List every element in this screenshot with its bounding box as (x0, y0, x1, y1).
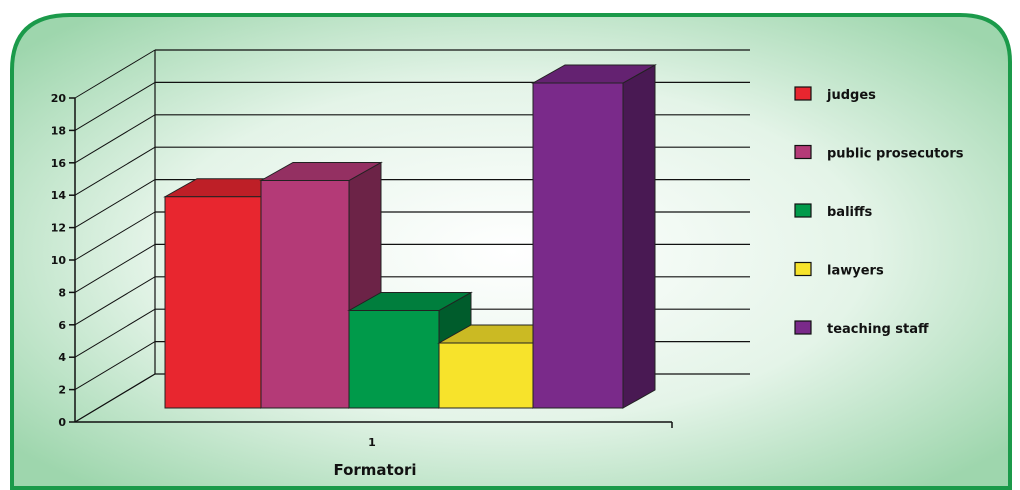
y-tick-label: 0 (58, 416, 66, 429)
gridline-diagonal (74, 49, 156, 99)
gridline-diagonal (74, 81, 156, 131)
legend-swatch (794, 320, 812, 335)
legend-item: baliffs (794, 203, 873, 220)
floor-edge (74, 373, 156, 423)
y-tick-label: 8 (58, 286, 66, 299)
gridline-diagonal (74, 341, 156, 391)
gridline-diagonal (74, 179, 156, 229)
bar-front (532, 82, 624, 409)
legend-swatch (794, 261, 812, 277)
bar-front (260, 180, 350, 409)
legend-label: baliffs (827, 205, 873, 220)
legend-label: teaching staff (827, 322, 929, 337)
legend-item: public prosecutors (794, 144, 964, 162)
y-tick-label: 16 (51, 157, 67, 170)
gridline-diagonal (74, 114, 156, 164)
bar-teaching-staff (531, 64, 657, 409)
x-tick-label: 1 (368, 436, 376, 449)
y-tick-label: 20 (51, 92, 67, 105)
gridline-diagonal (74, 276, 156, 326)
y-tick-label: 4 (58, 351, 66, 364)
chart-background (10, 13, 1012, 490)
bar-front (438, 342, 534, 409)
bar-front (164, 196, 262, 409)
legend-swatch (794, 144, 812, 160)
x-axis-title: Formatori (333, 461, 416, 479)
y-tick-label: 18 (51, 124, 66, 137)
legend-label: public prosecutors (827, 147, 964, 162)
legend-item: lawyers (794, 261, 884, 279)
legend-swatch (794, 203, 812, 218)
gridline-diagonal (74, 211, 156, 261)
y-tick-label: 2 (58, 384, 66, 397)
y-tick-label: 12 (51, 222, 66, 235)
legend-item: teaching staff (794, 320, 929, 337)
y-tick-label: 14 (51, 189, 67, 202)
legend-swatch (794, 86, 812, 101)
legend: judges public prosecutors baliffs lawyers te… (794, 86, 964, 337)
legend-label: lawyers (827, 264, 884, 279)
bar-front (348, 310, 440, 409)
legend-item: judges (794, 86, 876, 103)
bars (163, 64, 657, 409)
gridline-diagonal (74, 146, 156, 196)
bar-side (622, 64, 656, 409)
gridline-diagonal (74, 308, 156, 358)
y-tick-label: 6 (58, 319, 66, 332)
legend-label: judges (826, 88, 876, 103)
axes: 0 2 4 6 8 10 12 14 16 18 20 (51, 50, 673, 429)
y-tick-label: 10 (51, 254, 67, 267)
gridline-diagonal (74, 243, 156, 293)
